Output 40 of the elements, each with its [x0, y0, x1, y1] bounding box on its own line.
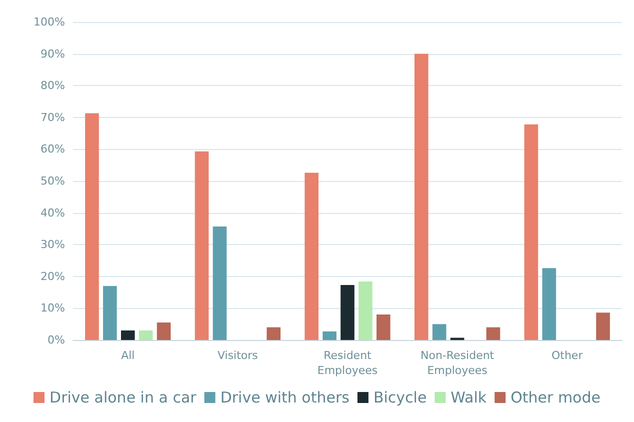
- bar: [524, 124, 538, 340]
- x-tick-label: Non-Resident Employees: [420, 349, 495, 377]
- bar: [322, 331, 336, 340]
- y-tick-label: 80%: [40, 79, 65, 92]
- y-tick-label: 100%: [34, 16, 65, 28]
- bar: [120, 330, 135, 340]
- bar: [138, 330, 153, 340]
- y-tick-label: 90%: [40, 47, 65, 60]
- bar: [486, 327, 500, 340]
- y-tick-label: 10%: [40, 302, 65, 315]
- bar: [103, 286, 117, 340]
- legend-label: Drive with others: [220, 388, 350, 406]
- y-tick-label: 70%: [40, 110, 65, 124]
- y-tick-label: 20%: [40, 270, 65, 283]
- y-tick-label: 40%: [40, 206, 65, 220]
- bar: [85, 113, 99, 340]
- legend-label: Drive alone in a car: [50, 388, 198, 406]
- legend-label: Bicycle: [373, 388, 427, 406]
- bar: [156, 322, 171, 340]
- bar: [542, 268, 556, 340]
- bar: [340, 284, 354, 340]
- bar: [376, 314, 390, 340]
- bar: [596, 312, 610, 340]
- legend-label: Other mode: [510, 388, 600, 406]
- legend-label: Walk: [450, 388, 487, 406]
- bar: [212, 226, 227, 340]
- bar: [358, 281, 372, 340]
- y-tick-label: 60%: [40, 142, 65, 156]
- bar: [432, 324, 446, 340]
- x-tick-label: All: [121, 349, 135, 362]
- x-tick-label: Other: [551, 349, 584, 362]
- bar: [414, 54, 428, 340]
- y-tick-label: 0%: [48, 334, 65, 346]
- y-tick-label: 30%: [40, 238, 65, 252]
- x-tick-label: Resident Employees: [317, 349, 378, 377]
- bar: [194, 151, 209, 340]
- bar: [304, 172, 318, 340]
- bar: [266, 327, 281, 340]
- y-tick-label: 50%: [40, 174, 65, 188]
- x-tick-label: Visitors: [217, 349, 258, 362]
